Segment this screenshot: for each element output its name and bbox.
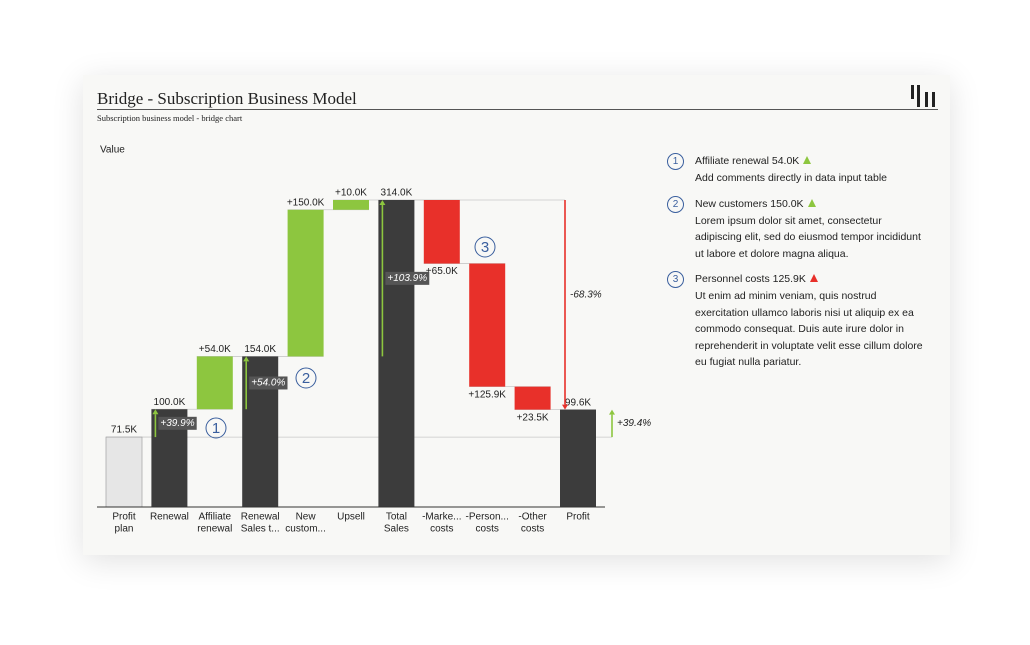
arrow-head <box>379 200 386 205</box>
x-tick-label: costs <box>430 524 453 535</box>
arrow-head <box>609 409 615 415</box>
logo <box>911 85 935 107</box>
note: 1 Affiliate renewal 54.0K Add comments dir… <box>667 152 937 187</box>
note-title: Affiliate renewal 54.0K <box>695 155 800 167</box>
notes: 1 Affiliate renewal 54.0K Add comments dir… <box>667 152 937 379</box>
value-label: 71.5K <box>111 425 137 436</box>
note: 2 New customers 150.0K Lorem ipsum dolor s… <box>667 195 937 263</box>
note-body: Add comments directly in data input tabl… <box>695 172 888 184</box>
note-marker <box>474 236 496 258</box>
note-marker-number: 1 <box>212 420 220 437</box>
arrow-head <box>152 409 159 415</box>
x-tick-label: Renewal <box>150 512 189 523</box>
bar <box>423 200 460 264</box>
value-label: 100.0K <box>154 397 186 408</box>
note-number: 2 <box>667 195 684 213</box>
note-number: 3 <box>667 271 684 288</box>
variance-label-box <box>385 271 430 285</box>
note-marker-number: 3 <box>481 239 489 256</box>
variance-label: -68.3% <box>570 289 602 300</box>
variance-label-box <box>249 376 288 390</box>
note-title-row: New customers 150.0K <box>695 195 931 213</box>
value-label: +65.0K <box>426 266 458 277</box>
bar <box>469 263 506 387</box>
x-tick-label: Affiliate <box>198 512 231 523</box>
note-content: New customers 150.0K Lorem ipsum dolor si… <box>695 195 931 263</box>
value-label: +125.9K <box>468 389 506 400</box>
bar <box>378 200 415 507</box>
x-tick-label: Profit <box>566 512 590 523</box>
variance-label: +103.9% <box>387 273 427 284</box>
note-body: Lorem ipsum dolor sit amet, consectetur … <box>695 214 921 260</box>
value-label: +10.0K <box>335 188 367 199</box>
note-marker <box>295 367 317 389</box>
subtitle: Subscription business model - bridge cha… <box>97 113 243 123</box>
x-tick-label: plan <box>115 524 134 535</box>
trend-marker <box>803 156 812 164</box>
value-label: +23.5K <box>517 412 549 423</box>
x-tick-label: Sales <box>384 524 409 535</box>
value-label: +150.0K <box>287 197 325 208</box>
x-tick-label: New <box>296 512 317 523</box>
arrow-head <box>243 356 250 362</box>
note-body: Ut enim ad minim veniam, quis nostrud ex… <box>695 290 923 368</box>
note-title-row: Affiliate renewal 54.0K <box>695 152 931 170</box>
note-marker <box>205 417 227 439</box>
x-tick-label: Upsell <box>337 512 365 523</box>
title: Bridge - Subscription Business Model <box>97 89 357 108</box>
value-label: +54.0K <box>199 344 231 355</box>
bar <box>514 386 551 410</box>
axis-label: Value <box>100 145 125 156</box>
trend-marker <box>807 198 816 207</box>
value-label: 154.0K <box>244 344 276 355</box>
card <box>83 75 950 555</box>
note-title: New customers 150.0K <box>695 197 804 210</box>
variance-label-box <box>158 416 197 430</box>
bar <box>287 209 324 357</box>
note: 3 Personnel costs 125.9K Ut enim ad minim … <box>667 270 937 371</box>
x-tick-label: -Marke... <box>422 512 461 523</box>
variance-label: +39.4% <box>617 418 651 429</box>
note-title: Personnel costs 125.9K <box>695 273 806 285</box>
value-label: 314.0K <box>381 188 413 199</box>
note-marker-number: 2 <box>302 370 310 387</box>
bar <box>196 356 233 410</box>
trend-marker <box>809 274 818 282</box>
bar <box>560 409 596 507</box>
arrow-head <box>562 404 568 410</box>
x-tick-label: custom... <box>285 524 326 535</box>
note-content: Affiliate renewal 54.0K Add comments dire… <box>695 152 931 187</box>
x-tick-label: Total <box>386 512 407 523</box>
note-content: Personnel costs 125.9K Ut enim ad minim v… <box>695 270 931 371</box>
x-tick-label: -Person... <box>466 512 509 523</box>
value-label: 99.6K <box>565 397 591 408</box>
variance-label: +54.0% <box>251 377 285 388</box>
x-tick-label: -Other <box>518 512 547 523</box>
bar <box>333 200 369 210</box>
bar <box>105 436 143 508</box>
x-tick-label: Renewal <box>241 512 280 523</box>
x-tick-label: costs <box>476 524 499 535</box>
x-tick-label: costs <box>521 524 544 535</box>
note-title-row: Personnel costs 125.9K <box>695 270 931 288</box>
x-tick-label: renewal <box>197 524 232 535</box>
x-tick-label: Profit <box>112 512 136 523</box>
variance-label: +39.9% <box>160 418 194 429</box>
note-number: 1 <box>667 153 684 170</box>
x-tick-label: Sales t... <box>241 524 280 535</box>
